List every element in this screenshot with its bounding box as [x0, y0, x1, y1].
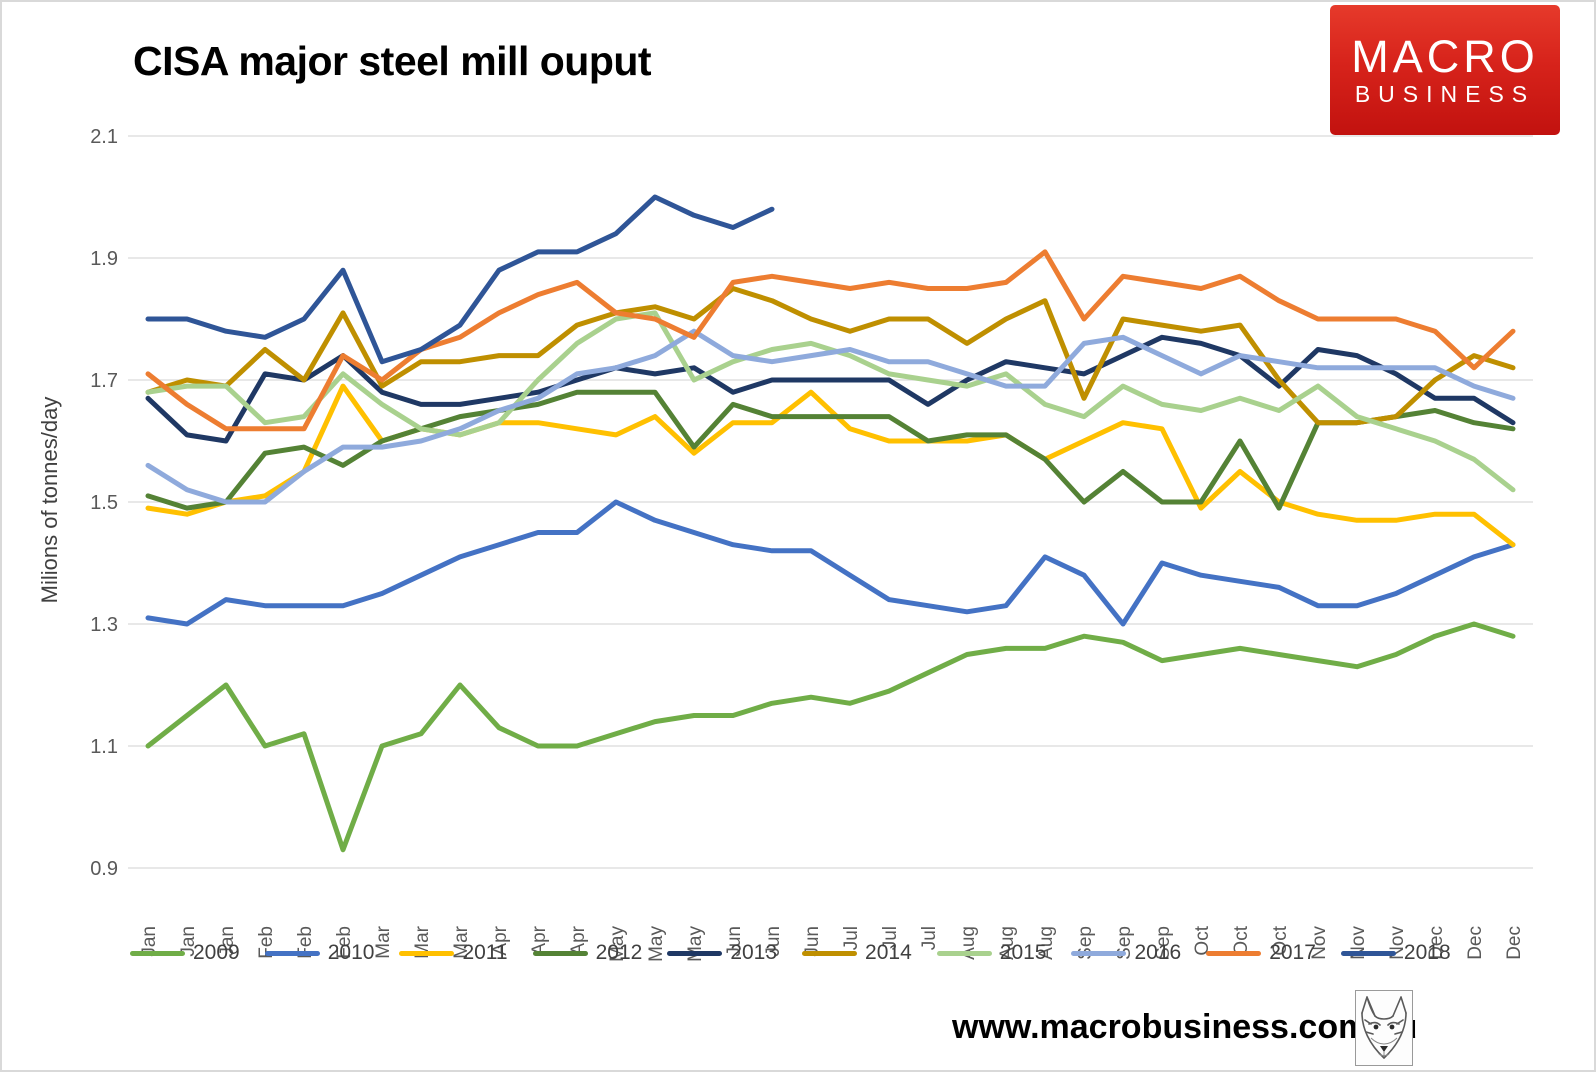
x-tick-label: Jun	[763, 926, 784, 957]
x-tick-label: Sep	[1153, 926, 1174, 960]
x-tick-label: Jul	[880, 926, 901, 950]
chart-legend: 2009 2010 2011 2012 2013 2014 2015 2016 2017 2018	[130, 941, 1476, 965]
legend-label-2018: 2018	[1403, 941, 1451, 964]
legend-swatch-2017	[1206, 950, 1262, 956]
y-tick-label: 1.3	[90, 614, 118, 636]
x-tick-label: Aug	[997, 926, 1018, 960]
legend-item-2009: 2009	[130, 941, 240, 965]
x-tick-label: Jan	[139, 926, 160, 957]
series-line-2018	[145, 194, 775, 365]
logo-line-macro: MACRO	[1351, 31, 1539, 82]
y-tick-label: 1.5	[90, 492, 118, 514]
x-tick-label: May	[646, 926, 667, 962]
x-tick-label: Oct	[1192, 925, 1213, 955]
x-tick-label: Oct	[1270, 925, 1291, 955]
page-title: CISA major steel mill ouput	[133, 38, 652, 84]
legend-label-2009: 2009	[193, 941, 240, 964]
legend-swatch-2014	[802, 950, 858, 956]
x-tick-label: Apr	[490, 925, 511, 955]
series-line-2009	[145, 621, 1516, 853]
x-tick-label: Apr	[568, 925, 589, 955]
y-tick-label: 1.7	[90, 370, 118, 392]
legend-swatch-2011	[399, 950, 455, 956]
legend-label-2010: 2010	[327, 941, 375, 964]
series-line-2013	[145, 334, 1516, 444]
x-tick-label: Dec	[1465, 926, 1486, 960]
legend-item-2017: 2017	[1206, 941, 1316, 965]
series-line-2010	[145, 499, 1516, 627]
legend-swatch-2010	[264, 950, 320, 956]
legend-swatch-2015	[936, 950, 992, 956]
x-tick-label: Jan	[217, 926, 238, 957]
series-line-2015	[145, 310, 1516, 493]
x-tick-label: Mar	[412, 925, 433, 958]
wolf-logo-box	[1355, 990, 1413, 1066]
x-tick-label: Mar	[451, 925, 472, 958]
legend-label-2015: 2015	[999, 941, 1047, 964]
legend-item-2016: 2016	[1071, 941, 1181, 965]
legend-item-2012: 2012	[532, 941, 643, 965]
x-tick-label: Jun	[802, 926, 823, 957]
logo-line-business: BUSINESS	[1354, 81, 1536, 107]
legend-label-2017: 2017	[1269, 941, 1316, 964]
x-tick-label: May	[607, 926, 628, 962]
x-tick-label: Mar	[373, 925, 394, 958]
x-tick-label: Jul	[841, 926, 862, 950]
x-tick-label: Oct	[1231, 925, 1252, 955]
legend-item-2014: 2014	[802, 941, 912, 965]
series-line-2017	[145, 249, 1516, 432]
website-url: www.macrobusiness.com.au	[952, 1008, 1418, 1046]
legend-item-2013: 2013	[667, 941, 777, 965]
x-tick-label: Jul	[919, 926, 940, 950]
x-tick-label: Dec	[1504, 926, 1525, 960]
legend-item-2018: 2018	[1340, 941, 1451, 965]
series-line-2016	[145, 328, 1516, 505]
legend-item-2010: 2010	[264, 941, 375, 965]
macrobusiness-logo: MACRO BUSINESS	[1330, 5, 1560, 135]
x-tick-label: Jun	[724, 926, 745, 957]
x-tick-label: Dec	[1426, 926, 1447, 960]
y-tick-label: 1.1	[90, 736, 118, 758]
legend-swatch-2018	[1340, 950, 1396, 956]
y-tick-label: 0.9	[90, 858, 118, 880]
y-tick-label: 2.1	[90, 126, 118, 148]
legend-item-2011: 2011	[399, 941, 508, 965]
x-tick-label: Aug	[1036, 926, 1057, 960]
legend-swatch-2013	[667, 950, 723, 956]
legend-swatch-2016	[1071, 950, 1127, 956]
legend-label-2012: 2012	[595, 941, 643, 964]
x-tick-label: Feb	[334, 926, 355, 959]
x-tick-label: Apr	[529, 925, 550, 955]
legend-label-2014: 2014	[865, 941, 912, 964]
legend-swatch-2012	[532, 950, 588, 956]
x-tick-label: Jan	[178, 926, 199, 957]
legend-label-2013: 2013	[730, 941, 778, 964]
series-line-2011	[145, 383, 1516, 548]
y-tick-label: 1.9	[90, 248, 118, 270]
legend-swatch-2009	[130, 950, 185, 956]
legend-label-2016: 2016	[1134, 941, 1182, 964]
x-tick-label: Nov	[1309, 926, 1330, 960]
fox-sketch-icon	[1361, 996, 1407, 1060]
legend-label-2011: 2011	[462, 941, 508, 964]
legend-item-2015: 2015	[936, 941, 1047, 965]
